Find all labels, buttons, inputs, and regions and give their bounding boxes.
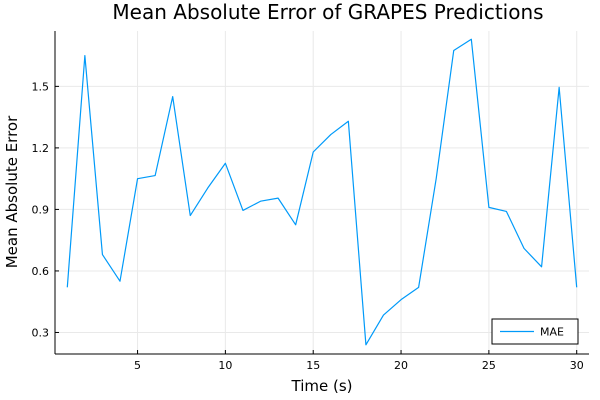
series-line-mae bbox=[66, 38, 578, 346]
y-tick-label-2: 0.9 bbox=[32, 203, 50, 216]
legend: MAE bbox=[491, 318, 579, 345]
y-tick-label-4: 1.5 bbox=[32, 80, 50, 93]
x-tick-label-20: 20 bbox=[394, 359, 408, 372]
x-tick-label-15: 15 bbox=[306, 359, 320, 372]
chart-title: Mean Absolute Error of GRAPES Prediction… bbox=[112, 0, 543, 24]
y-tick-label-0: 0.3 bbox=[32, 326, 50, 339]
x-axis-label: Time (s) bbox=[291, 377, 353, 395]
tick-marks: 5 10 15 20 25 30 0.3 0.6 0.9 1.2 1.5 bbox=[32, 80, 584, 372]
x-tick-label-25: 25 bbox=[482, 359, 496, 372]
y-tick-label-1: 0.6 bbox=[32, 265, 50, 278]
legend-box bbox=[491, 318, 579, 345]
legend-label-mae: MAE bbox=[540, 326, 564, 339]
x-tick-label-5: 5 bbox=[134, 359, 141, 372]
x-tick-label-10: 10 bbox=[218, 359, 232, 372]
y-axis-label: Mean Absolute Error bbox=[3, 115, 21, 268]
y-tick-label-3: 1.2 bbox=[32, 142, 50, 155]
series-layer bbox=[66, 38, 578, 346]
axes bbox=[54, 31, 589, 355]
x-tick-label-30: 30 bbox=[570, 359, 584, 372]
